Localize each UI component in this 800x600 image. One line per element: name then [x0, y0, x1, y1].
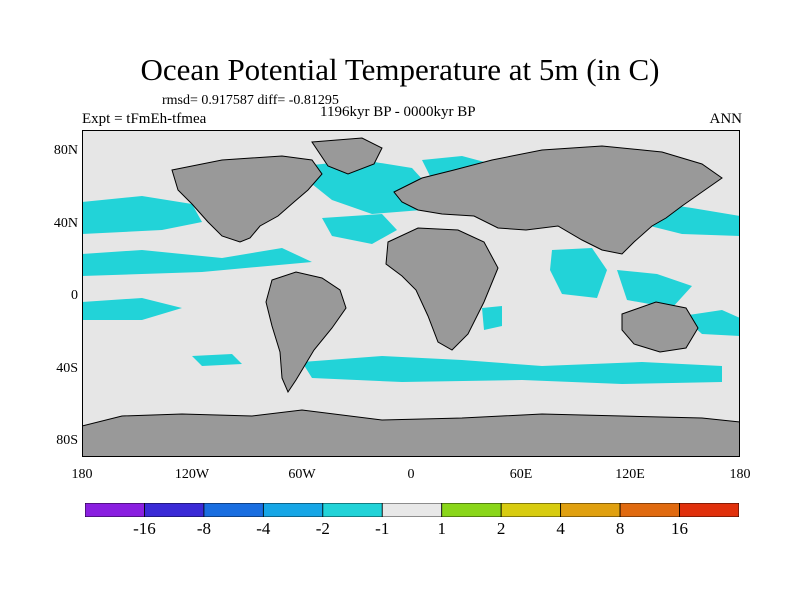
land-masses: [82, 137, 740, 457]
x-tick-0: 0: [407, 467, 415, 482]
colorbar-swatch: [500, 503, 562, 517]
colorbar-label: -8: [196, 519, 211, 538]
colorbar-swatch: [144, 503, 205, 517]
stats-label: rmsd= 0.917587 diff= -0.81295: [162, 93, 339, 108]
x-tick-180w: 180: [71, 467, 93, 482]
antarctica: [82, 409, 740, 457]
indonesia-cool: [617, 270, 692, 308]
colorbar-swatch: [322, 503, 383, 517]
colorbar-swatch: [262, 503, 324, 517]
colorbar-swatch: [619, 503, 680, 517]
x-tick-60e: 60E: [509, 467, 533, 482]
y-tick-80s: 80S: [56, 433, 78, 448]
colorbar-swatch: [679, 503, 739, 517]
greenland: [311, 137, 383, 175]
y-tick-0: 0: [71, 288, 78, 303]
map-title: Ocean Potential Temperature at 5m (in C): [140, 52, 660, 87]
y-tick-40n: 40N: [53, 216, 78, 231]
colorbar-label: -16: [133, 519, 156, 538]
north-pacific-cool-band: [82, 196, 202, 234]
south-america: [265, 271, 347, 394]
southern-ocean-cool-2: [302, 356, 722, 384]
colorbar-label: 4: [556, 519, 565, 538]
map-panel: [82, 130, 740, 457]
south-pacific-cool: [82, 298, 182, 320]
colorbar: [85, 503, 739, 517]
y-tick-40s: 40S: [56, 361, 78, 376]
map-frame: [82, 130, 740, 457]
x-tick-60w: 60W: [288, 467, 316, 482]
atlantic-subtropic-cool: [322, 214, 397, 244]
indian-ocean-cool: [550, 248, 607, 298]
colorbar-label: -1: [375, 519, 390, 538]
colorbar-label: 2: [496, 519, 506, 538]
colorbar-label: 16: [671, 519, 689, 538]
period-label: 1196kyr BP - 0000kyr BP: [320, 104, 476, 120]
colorbar-swatch: [560, 503, 621, 517]
experiment-label: Expt = tFmEh-tfmea: [82, 111, 207, 127]
x-tick-120e: 120E: [615, 467, 645, 482]
southern-ocean-cool-1: [192, 354, 242, 366]
x-tick-180e: 180: [729, 467, 751, 482]
colorbar-label: -4: [256, 519, 271, 538]
cool-anomaly-regions: [82, 156, 740, 384]
southwest-pacific-cool: [682, 310, 740, 336]
east-pacific-cool-band: [82, 248, 312, 276]
mozambique-cool: [482, 306, 502, 330]
australia: [621, 301, 699, 353]
eurasia: [393, 145, 723, 255]
colorbar-label: -2: [315, 519, 330, 538]
colorbar-swatch: [203, 503, 264, 517]
x-tick-120w: 120W: [174, 467, 210, 482]
colorbar-swatch: [85, 503, 145, 517]
north-atlantic-cool: [302, 160, 432, 214]
colorbar-label: 1: [437, 519, 446, 538]
africa: [385, 227, 499, 351]
north-america: [171, 155, 323, 243]
colorbar-swatch: [441, 503, 502, 517]
y-tick-80n: 80N: [53, 143, 78, 158]
colorbar-label: 8: [615, 519, 625, 538]
season-label: ANN: [709, 111, 743, 127]
colorbar-swatch: [381, 503, 443, 517]
